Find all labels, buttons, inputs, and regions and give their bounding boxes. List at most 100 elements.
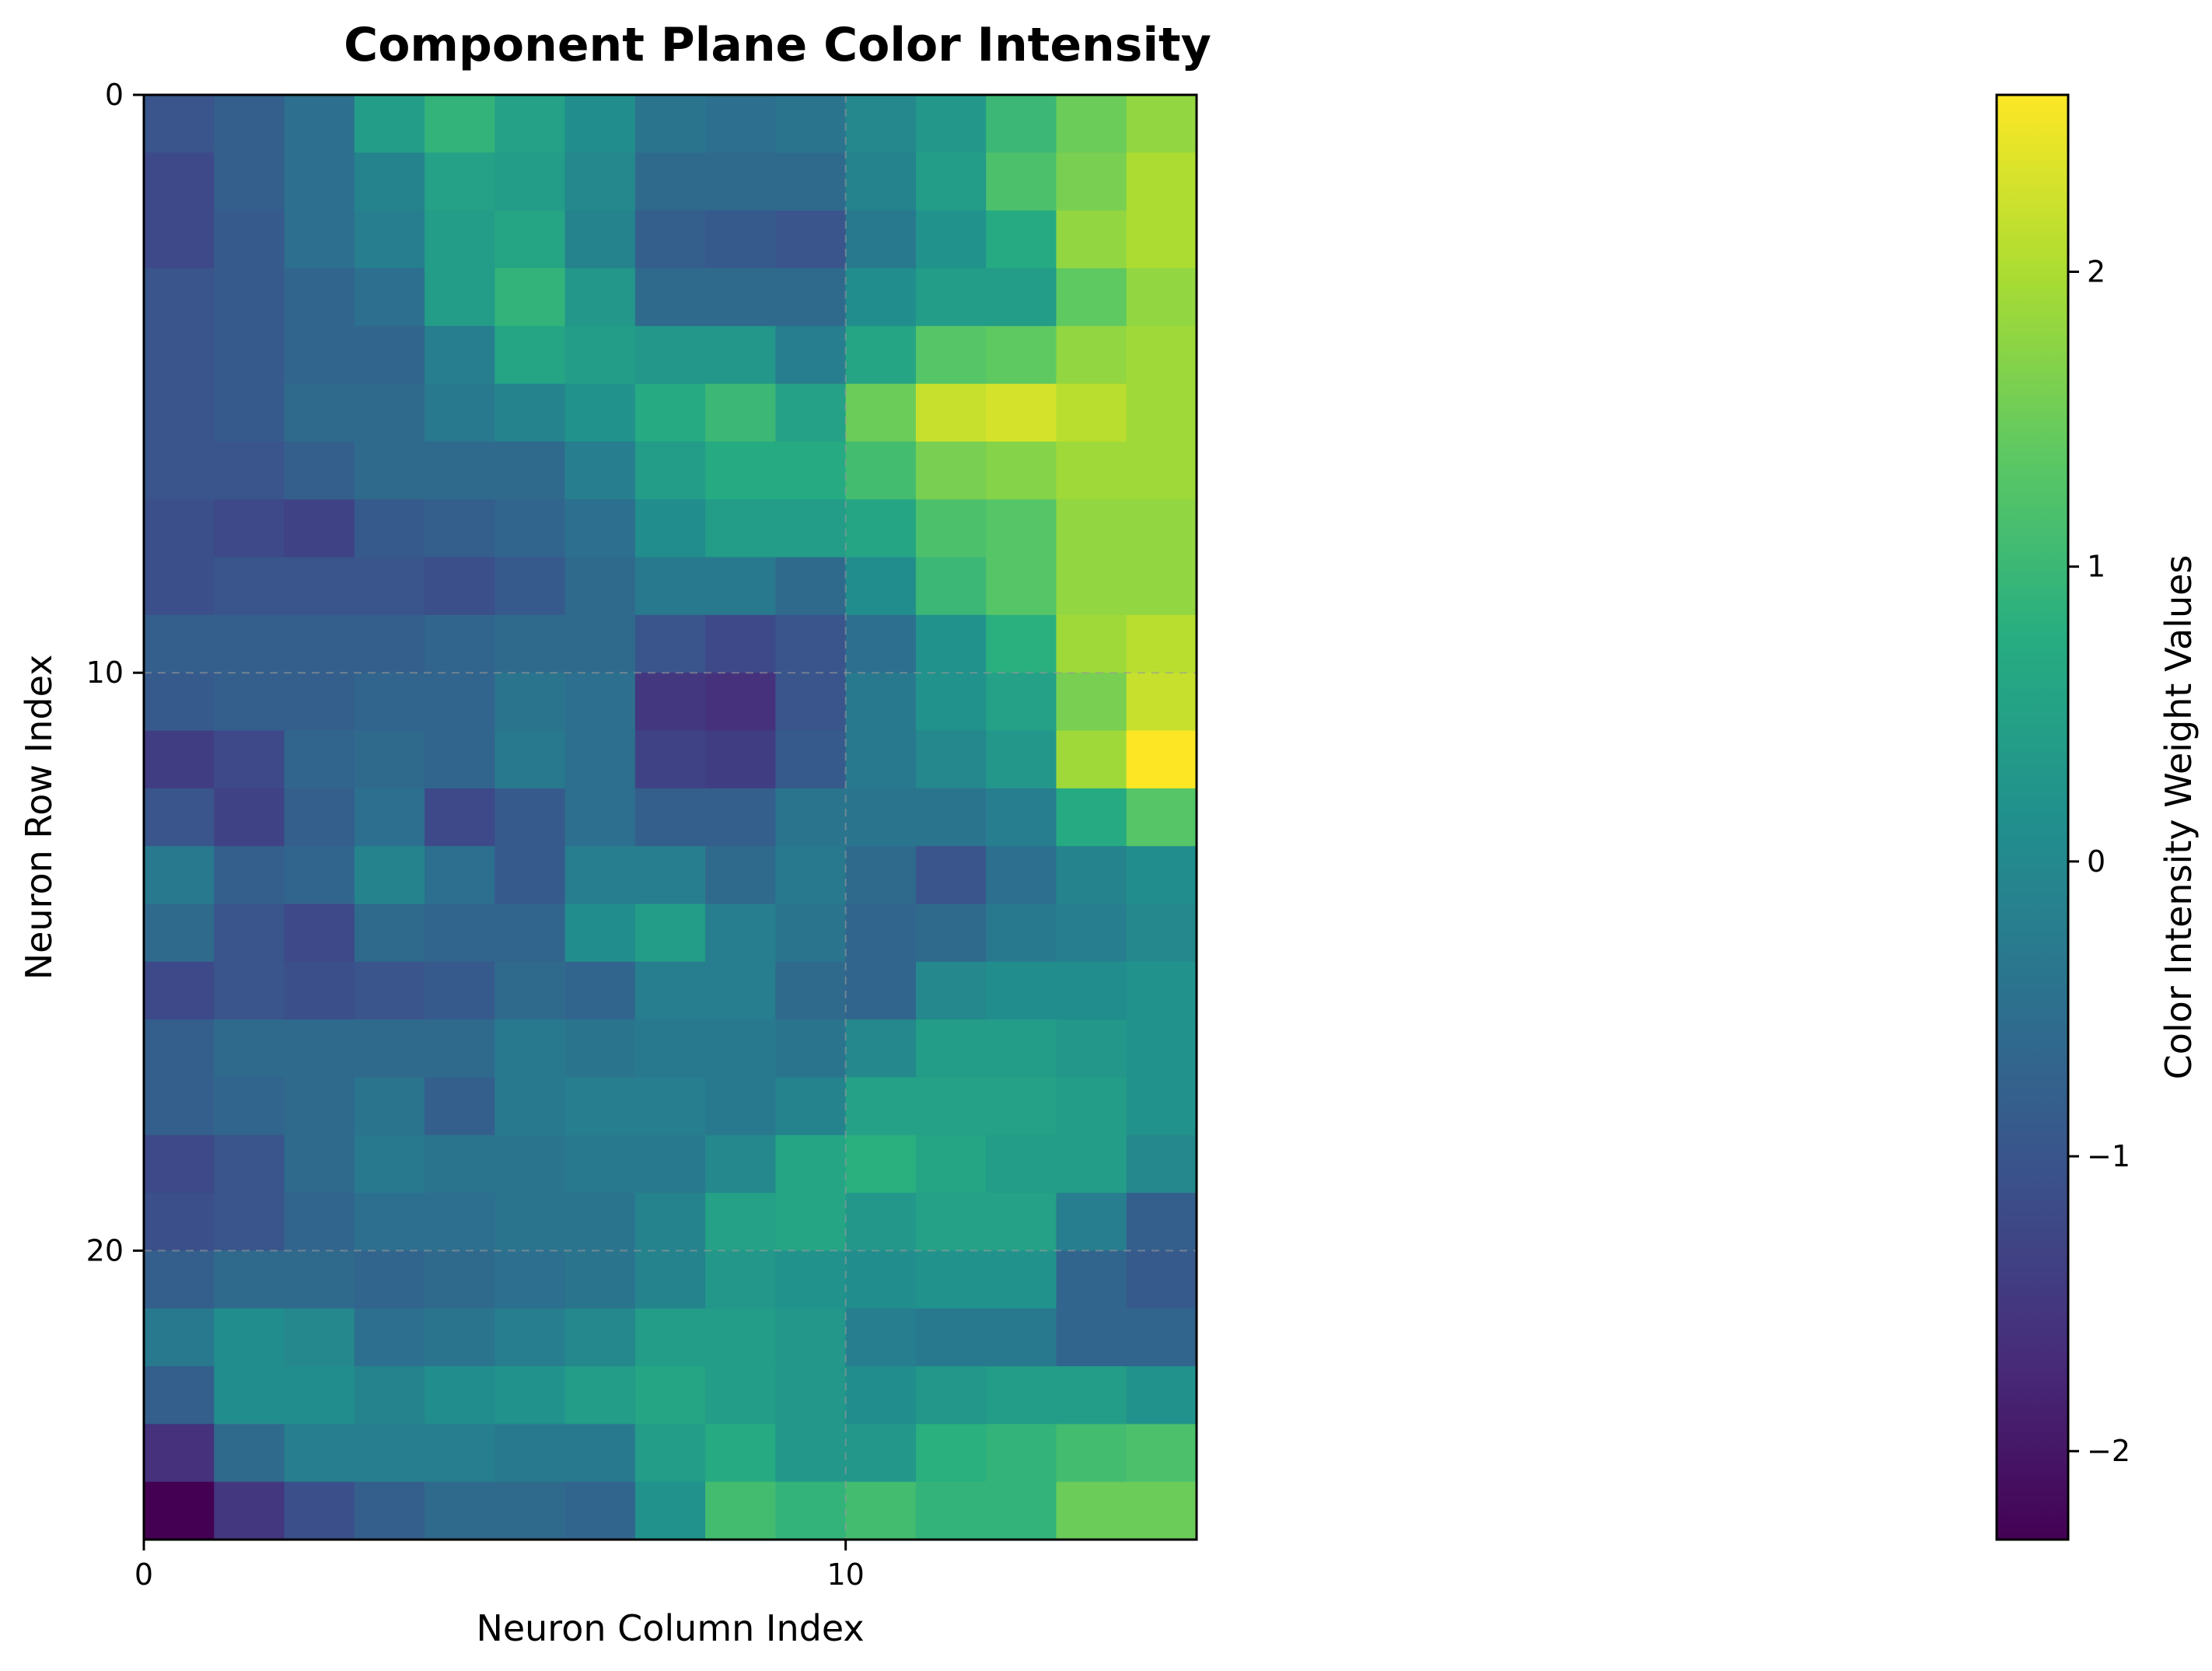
- heatmap-cell: [915, 1134, 987, 1194]
- heatmap-cell: [284, 326, 355, 385]
- heatmap-cell: [634, 961, 706, 1020]
- heatmap-cell: [915, 1481, 987, 1540]
- heatmap-cell: [284, 499, 355, 558]
- heatmap-cell: [915, 1424, 987, 1483]
- heatmap-cell: [494, 788, 566, 847]
- y-axis-label: Neuron Row Index: [18, 655, 60, 981]
- heatmap-cell: [214, 557, 285, 616]
- colorbar-ticks: −2 −1 0 1 2: [2068, 255, 2130, 1468]
- heatmap-cell: [564, 1193, 636, 1251]
- heatmap-cell: [986, 1250, 1057, 1309]
- heatmap-cell: [1056, 1424, 1127, 1483]
- heatmap-cell: [986, 441, 1057, 500]
- heatmap-cell: [564, 499, 636, 558]
- heatmap-cell: [705, 210, 776, 269]
- heatmap-cell: [986, 1366, 1057, 1425]
- heatmap-cell: [1126, 1366, 1197, 1425]
- heatmap-cell: [494, 730, 566, 789]
- heatmap-cell: [775, 441, 847, 500]
- heatmap-cell: [986, 210, 1057, 269]
- heatmap-cell: [144, 904, 215, 963]
- x-axis-label: Neuron Column Index: [476, 1607, 864, 1649]
- heatmap-cell: [494, 904, 566, 963]
- heatmap-cell: [1126, 152, 1197, 211]
- heatmap-cell: [214, 788, 285, 847]
- heatmap-cell: [354, 1077, 425, 1136]
- heatmap-cell: [986, 95, 1057, 153]
- x-axis-ticks: 0 10: [135, 1540, 865, 1592]
- heatmap-cell: [986, 673, 1057, 732]
- heatmap-cell: [1056, 152, 1127, 211]
- heatmap-cell: [144, 1424, 215, 1483]
- heatmap-cell: [354, 210, 425, 269]
- heatmap-cell: [425, 499, 495, 558]
- heatmap-cell: [1056, 1366, 1127, 1425]
- heatmap-cell: [354, 1308, 425, 1367]
- heatmap-cell: [284, 673, 355, 732]
- heatmap-cell: [986, 152, 1057, 211]
- heatmap-cell: [705, 557, 776, 616]
- heatmap-cell: [705, 1366, 776, 1425]
- heatmap-cell: [915, 961, 987, 1020]
- heatmap-cell: [494, 961, 566, 1020]
- heatmap-cell: [986, 846, 1057, 905]
- heatmap-cell: [214, 1308, 285, 1367]
- heatmap-cell: [1126, 1424, 1197, 1483]
- heatmap-cell: [986, 383, 1057, 442]
- heatmap-cell: [284, 267, 355, 327]
- heatmap-cell: [494, 267, 566, 327]
- heatmap-cell: [915, 499, 987, 558]
- heatmap-cell: [214, 267, 285, 327]
- heatmap-cell: [564, 1424, 636, 1483]
- heatmap-cell: [564, 152, 636, 211]
- heatmap-cell: [1056, 383, 1127, 442]
- heatmap-cell: [494, 846, 566, 905]
- chart-title: Component Plane Color Intensity: [344, 18, 1211, 72]
- heatmap-cell: [705, 846, 776, 905]
- heatmap-cell: [564, 961, 636, 1020]
- heatmap-cell: [915, 730, 987, 789]
- heatmap-cell: [1056, 846, 1127, 905]
- heatmap-cell: [915, 1308, 987, 1367]
- colorbar-tick-label: 2: [2087, 255, 2105, 289]
- heatmap-cell: [845, 1134, 917, 1194]
- y-tick-label: 0: [105, 78, 124, 112]
- heatmap-cell: [705, 441, 776, 500]
- heatmap-cell: [634, 557, 706, 616]
- heatmap-cell: [564, 1250, 636, 1309]
- heatmap-cell: [144, 846, 215, 905]
- heatmap-cell: [1056, 1250, 1127, 1309]
- y-axis-ticks: 0 10 20: [86, 78, 144, 1267]
- heatmap-cell: [425, 904, 495, 963]
- heatmap-cell: [425, 1308, 495, 1367]
- heatmap-cell: [494, 1193, 566, 1251]
- heatmap-cell: [634, 673, 706, 732]
- heatmap-cell: [214, 1193, 285, 1251]
- heatmap-cell: [845, 1019, 917, 1078]
- heatmap-cell: [986, 961, 1057, 1020]
- heatmap-cell: [915, 1193, 987, 1251]
- heatmap-cell: [564, 1077, 636, 1136]
- heatmap-cell: [845, 1308, 917, 1367]
- heatmap-cell: [1056, 614, 1127, 673]
- heatmap-cell: [144, 383, 215, 442]
- heatmap-cell: [284, 383, 355, 442]
- heatmap-cell: [284, 788, 355, 847]
- colorbar-tick-label: 1: [2087, 550, 2105, 584]
- heatmap-cell: [775, 673, 847, 732]
- heatmap-cell: [915, 904, 987, 963]
- heatmap-cell: [214, 846, 285, 905]
- heatmap-cell: [845, 730, 917, 789]
- heatmap-cell: [915, 673, 987, 732]
- heatmap-cell: [1056, 1481, 1127, 1540]
- heatmap-cell: [214, 904, 285, 963]
- heatmap-cell: [845, 1481, 917, 1540]
- heatmap-cell: [634, 499, 706, 558]
- colorbar-label: Color Intensity Weight Values: [2158, 555, 2200, 1080]
- heatmap-cell: [144, 1250, 215, 1309]
- heatmap-cell: [494, 557, 566, 616]
- heatmap-cell: [214, 1481, 285, 1540]
- heatmap-cell: [1126, 614, 1197, 673]
- x-tick-label: 10: [826, 1557, 864, 1592]
